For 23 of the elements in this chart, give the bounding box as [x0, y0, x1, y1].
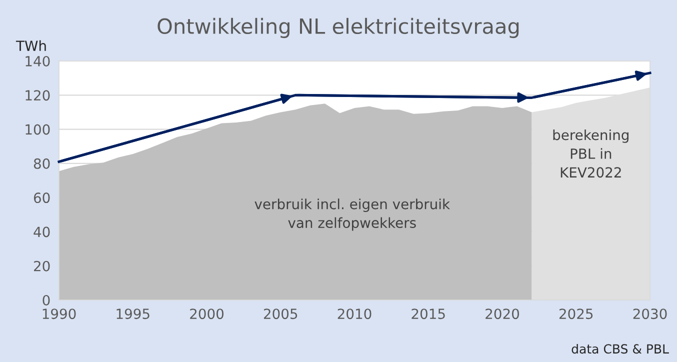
- x-tick-label: 2010: [338, 308, 372, 320]
- line-series: [58, 72, 652, 163]
- x-tick-label: 2015: [412, 308, 445, 320]
- y-axis-title: TWh: [16, 40, 46, 51]
- x-tick-label: 2005: [264, 308, 298, 320]
- y-tick-label: 140: [26, 56, 50, 66]
- annotation: verbruik incl. eigen verbruik van zelfopwekkers: [254, 198, 450, 231]
- y-tick-label: 20: [34, 260, 50, 272]
- x-tick-label: 2025: [559, 308, 593, 320]
- x-tick-label: 2030: [633, 308, 667, 320]
- y-tick-label: 0: [42, 294, 50, 306]
- chart-title: Ontwikkeling NL elektriciteitsvraag: [158, 18, 519, 38]
- x-tick-label: 2020: [486, 308, 519, 320]
- y-tick-label: 40: [34, 226, 50, 238]
- x-tick-label: 1990: [42, 308, 76, 320]
- y-tick-label: 80: [34, 158, 50, 169]
- y-tick-label: 60: [34, 192, 50, 204]
- y-tick-label: 100: [26, 124, 50, 135]
- annotation: berekening PBL in KEV2022: [553, 129, 628, 178]
- x-tick-label: 1995: [116, 308, 150, 320]
- y-tick-label: 120: [26, 90, 50, 101]
- text: data CBS & PBL: [572, 344, 669, 354]
- x-tick-label: 2000: [190, 308, 224, 320]
